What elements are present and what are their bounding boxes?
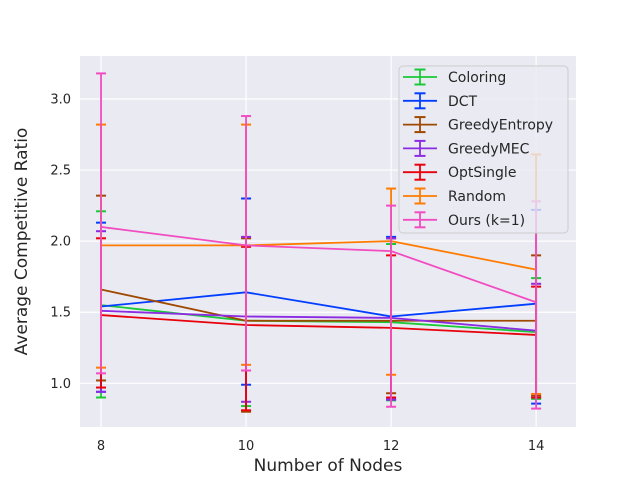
legend-box bbox=[398, 65, 569, 234]
y-tick-label: 2.5 bbox=[50, 164, 71, 179]
series-line bbox=[100, 309, 537, 332]
x-tick-label: 8 bbox=[97, 439, 105, 454]
legend-item-optsingle: OptSingle bbox=[403, 163, 516, 181]
series-line bbox=[101, 240, 537, 271]
series-line bbox=[100, 291, 537, 318]
series-line bbox=[100, 314, 537, 336]
legend-label: Coloring bbox=[448, 70, 506, 86]
legend: Coloring DCT GreedyEntropy GreedyMEC OptSing… bbox=[398, 65, 569, 234]
legend-item-random: Random bbox=[403, 187, 506, 205]
legend-label: Random bbox=[448, 189, 506, 205]
legend-label: OptSingle bbox=[448, 165, 516, 181]
legend-label: DCT bbox=[448, 94, 478, 110]
x-tick-label: 12 bbox=[383, 439, 400, 454]
tick-labels: 1.0 1.5 2.0 2.5 3.0 8 10 12 14 bbox=[50, 92, 544, 454]
y-tick-label: 1.5 bbox=[50, 306, 71, 321]
legend-item-dct: DCT bbox=[403, 92, 478, 110]
y-tick-label: 3.0 bbox=[50, 92, 71, 107]
series-ours-k-1 bbox=[96, 72, 542, 410]
y-tick-label: 1.0 bbox=[50, 377, 71, 392]
legend-label: GreedyMEC bbox=[448, 141, 530, 157]
x-tick-label: 10 bbox=[238, 439, 255, 454]
y-tick-label: 2.0 bbox=[50, 235, 71, 250]
x-axis-label: Number of Nodes bbox=[254, 456, 403, 476]
series-line bbox=[100, 288, 537, 322]
legend-item-greedyentropy: GreedyEntropy bbox=[403, 116, 553, 134]
y-axis-label: Average Competitive Ratio bbox=[12, 128, 32, 356]
x-tick-label: 14 bbox=[528, 439, 545, 454]
legend-label: Ours (k=1) bbox=[448, 213, 525, 229]
legend-item-greedymec: GreedyMEC bbox=[403, 139, 530, 157]
legend-item-ours-k-1: Ours (k=1) bbox=[403, 211, 525, 229]
legend-label: GreedyEntropy bbox=[448, 118, 553, 134]
series-line bbox=[100, 226, 537, 304]
legend-item-coloring: Coloring bbox=[403, 68, 506, 86]
